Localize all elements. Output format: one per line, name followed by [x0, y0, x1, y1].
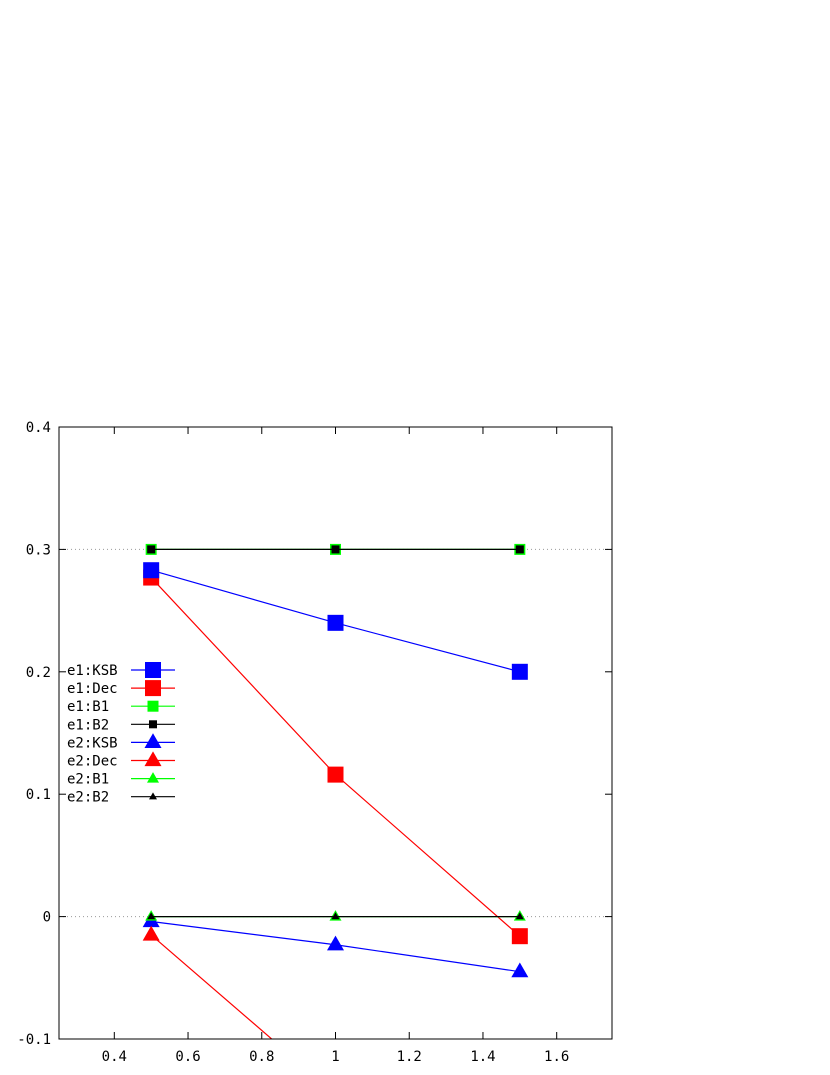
data-point — [515, 912, 524, 920]
data-point — [511, 962, 529, 978]
legend-marker — [144, 733, 162, 749]
y-tick-label: 0.1 — [26, 787, 51, 803]
legend-label: e2:B1 — [67, 772, 109, 788]
data-point — [143, 562, 160, 579]
legend-marker — [145, 680, 161, 697]
legend-entry: e1:B1 — [67, 699, 175, 715]
data-point — [511, 928, 528, 945]
series-e2-b2 — [147, 912, 524, 920]
legend-entry: e1:Dec — [67, 680, 175, 697]
data-point — [327, 766, 344, 783]
legend-entry: e2:Dec — [67, 751, 175, 770]
series-e1-b2 — [147, 545, 524, 554]
legend-entry: e2:B2 — [67, 790, 175, 806]
data-point — [309, 1069, 326, 1075]
legend-label: e1:Dec — [67, 681, 118, 697]
data-point — [142, 925, 160, 941]
legend-entry: e1:KSB — [67, 662, 175, 679]
legend-marker — [145, 662, 161, 678]
data-point — [331, 912, 340, 920]
data-point — [147, 912, 156, 920]
legend-entry: e1:B2 — [67, 717, 175, 733]
data-point — [327, 935, 344, 951]
y-tick-label: 0 — [43, 910, 51, 926]
reference-lines — [59, 548, 612, 918]
y-tick-label: -0.1 — [17, 1032, 51, 1048]
x-tick-label: 0.8 — [249, 1049, 274, 1065]
data-point — [147, 545, 156, 554]
legend-entry: e2:KSB — [67, 733, 175, 751]
x-tick-label: 1 — [331, 1049, 339, 1065]
data-point — [327, 614, 344, 631]
legend-label: e2:B2 — [67, 790, 109, 806]
plot-area — [142, 543, 529, 1075]
x-tick-label: 1.6 — [544, 1049, 569, 1065]
series-e1-ksb — [143, 562, 528, 680]
legend-marker — [149, 792, 157, 800]
x-tick-label: 0.6 — [175, 1049, 200, 1065]
y-tick-label: 0.3 — [26, 542, 51, 558]
legend: e1:KSB e1:Dec e1:B1 e1:B2 e2:KSB e2:Dec e2:B1 e… — [67, 662, 175, 806]
series-e2-ksb — [142, 912, 529, 978]
series-layer — [142, 543, 529, 1075]
x-tick-label: 1.4 — [470, 1049, 495, 1065]
x-tick-label: 1.2 — [397, 1049, 422, 1065]
legend-label: e1:KSB — [67, 663, 118, 679]
y-tick-label: 0.2 — [26, 665, 51, 681]
y-tick-label: 0.4 — [26, 420, 51, 436]
legend-label: e2:KSB — [67, 735, 118, 751]
series-line — [150, 577, 521, 937]
data-point — [511, 663, 528, 680]
legend-marker — [149, 720, 157, 729]
series-e2-dec — [142, 925, 326, 1075]
series-line — [150, 934, 273, 1039]
legend-label: e1:B1 — [67, 699, 109, 715]
x-tick-label: 0.4 — [102, 1049, 127, 1065]
data-point — [515, 545, 524, 554]
legend-label: e2:Dec — [67, 754, 118, 770]
y-axis: -0.1 0 0.1 0.2 0.3 0.4 — [17, 420, 612, 1048]
data-point — [331, 545, 340, 554]
legend-marker — [147, 772, 159, 783]
legend-marker — [144, 751, 162, 767]
legend-label: e1:B2 — [67, 717, 109, 733]
legend-marker — [147, 700, 159, 712]
x-axis: 0.4 0.6 0.8 1 1.2 1.4 1.6 — [102, 427, 569, 1065]
legend-entry: e2:B1 — [67, 772, 175, 788]
